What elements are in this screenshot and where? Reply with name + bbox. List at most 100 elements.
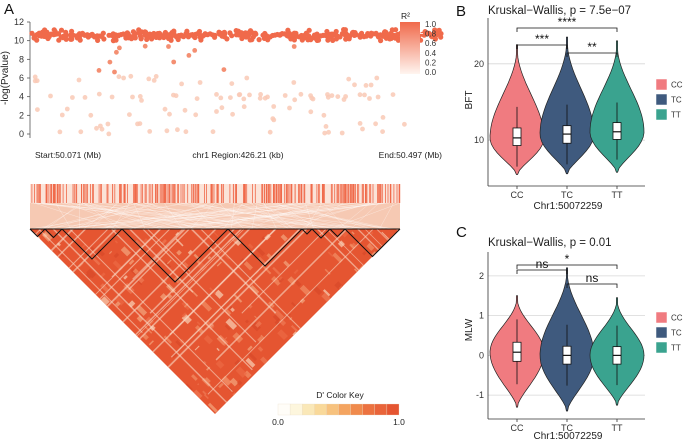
- ld-cell: [116, 334, 127, 345]
- snp-point: [291, 44, 297, 49]
- snp-point: [373, 121, 378, 127]
- ld-cell: [344, 311, 351, 318]
- r2-tick-label: 1.0: [425, 20, 437, 29]
- ld-cell: [255, 270, 260, 275]
- snp-map-line: [250, 202, 290, 230]
- snp-point: [107, 59, 113, 65]
- ld-streak: [30, 229, 42, 403]
- ld-cell: [83, 332, 91, 340]
- snp-point: [135, 121, 140, 127]
- ld-cell: [229, 377, 239, 387]
- snp-point: [58, 27, 65, 33]
- snp-point: [94, 125, 99, 131]
- snp-point: [95, 37, 101, 44]
- snp-point: [219, 105, 225, 111]
- ld-streak: [376, 229, 400, 291]
- snp-map-line: [202, 202, 340, 230]
- snp-point: [374, 75, 380, 81]
- violin-ytick-label: -1: [476, 390, 484, 400]
- ld-cell: [247, 243, 254, 249]
- ld-cell: [392, 362, 396, 366]
- ld-cell: [357, 379, 363, 385]
- ld-cell: [318, 340, 328, 349]
- snp-point: [147, 129, 153, 134]
- snp-point: [99, 33, 105, 39]
- ld-key-cell: [386, 403, 400, 416]
- ld-cell: [83, 341, 88, 346]
- snp-point: [32, 74, 38, 80]
- ld-cell: [362, 251, 367, 256]
- ld-cell: [264, 400, 271, 407]
- snp-point: [351, 32, 357, 39]
- ld-streak: [241, 229, 327, 314]
- ld-block: [121, 228, 229, 283]
- r2-tick-label: 0.6: [425, 39, 437, 48]
- ld-cell: [41, 231, 53, 242]
- ld-cell: [163, 305, 169, 312]
- snp-point: [380, 129, 385, 135]
- ld-cell: [203, 394, 209, 400]
- violin-ytick-label: 1: [479, 311, 484, 321]
- ld-cell: [164, 397, 168, 402]
- ld-cell: [177, 399, 185, 407]
- panel-c-label: C: [456, 224, 467, 241]
- legend-label: CC: [671, 314, 683, 323]
- ld-cell: [381, 231, 390, 240]
- ld-cell: [272, 266, 281, 276]
- snp-point: [329, 93, 335, 98]
- ld-cell: [97, 357, 101, 361]
- snp-point: [360, 126, 365, 132]
- snp-map-line: [75, 202, 132, 230]
- ld-cell: [225, 318, 238, 330]
- ld-cell: [100, 283, 109, 292]
- ld-cell: [132, 268, 139, 275]
- ld-cell: [59, 279, 67, 287]
- ld-cell: [181, 394, 189, 401]
- ld-cell: [335, 369, 340, 374]
- comparison-label: ns: [586, 271, 599, 285]
- ld-streak: [190, 229, 277, 314]
- panel-a-label: A: [4, 1, 14, 18]
- snp-point: [116, 74, 122, 80]
- snp-point: [313, 33, 319, 39]
- ld-cell: [102, 332, 110, 340]
- snp-map-line: [83, 202, 121, 230]
- ld-streak: [30, 229, 74, 297]
- ld-cell: [157, 308, 164, 315]
- violin-xtick-label: CC: [511, 423, 524, 433]
- snp-map-line: [34, 202, 310, 230]
- ld-cell: [346, 321, 353, 328]
- ld-cell: [390, 377, 396, 383]
- ld-cell: [79, 296, 84, 301]
- ld-cell: [318, 366, 323, 371]
- ld-cell: [327, 317, 338, 328]
- violin-ytick-label: 2: [479, 271, 484, 281]
- snp-point: [151, 78, 157, 83]
- legend-swatch-tt: [655, 341, 668, 354]
- snp-map-line: [272, 202, 384, 230]
- ld-cell: [273, 309, 285, 320]
- snp-point: [306, 33, 312, 39]
- manhattan-ytick-label: 6: [19, 73, 24, 83]
- ld-cell: [243, 261, 253, 271]
- snp-point: [130, 94, 135, 100]
- snp-point: [128, 73, 134, 79]
- snp-point: [106, 131, 112, 137]
- ld-cell: [69, 307, 78, 317]
- snp-point: [212, 32, 218, 38]
- ld-cell: [288, 375, 295, 382]
- snp-point: [55, 31, 62, 37]
- ld-cell: [333, 333, 339, 339]
- ld-cell: [91, 256, 101, 266]
- snp-map-line: [338, 202, 371, 230]
- ld-cell: [84, 363, 94, 373]
- manhattan-ytick-label: 2: [19, 110, 24, 120]
- violin-mlw: Kruskal−Wallis, p = 0.01 MLW Chr1:500722…: [464, 237, 683, 442]
- ld-cell: [50, 274, 59, 283]
- ld-cell: [330, 381, 337, 388]
- ld-cell: [231, 413, 236, 414]
- snp-point: [114, 49, 119, 55]
- snp-map-line: [181, 202, 396, 230]
- snp-map-line: [50, 202, 138, 230]
- ld-cell: [193, 389, 203, 399]
